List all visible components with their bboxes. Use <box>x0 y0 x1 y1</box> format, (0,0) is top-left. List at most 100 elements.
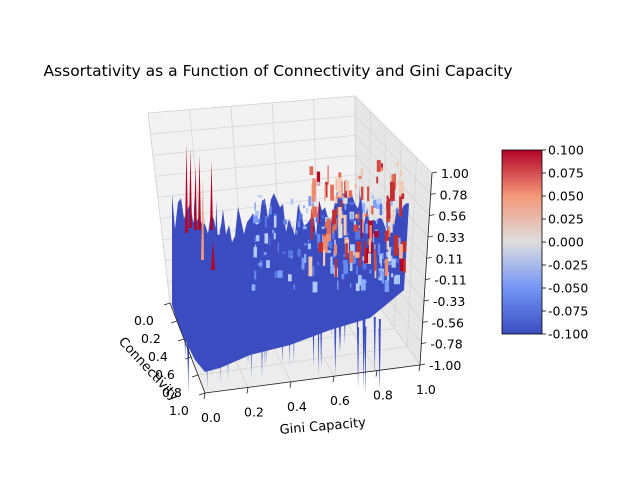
surface-patch <box>255 235 260 242</box>
surface-patch <box>386 198 391 219</box>
pane-grid-line <box>155 154 356 177</box>
pane-grid-line <box>147 95 356 114</box>
surface-patch <box>349 250 354 263</box>
surface-spike-high <box>198 155 201 230</box>
surface-patch <box>365 223 370 234</box>
surface-spike <box>235 300 238 334</box>
surface-patch <box>372 234 375 243</box>
surface-patch <box>273 232 276 240</box>
surface-patch <box>362 213 364 233</box>
surface-spike <box>178 229 182 273</box>
surface-patch <box>354 184 357 189</box>
surface-spike <box>312 315 315 367</box>
x-tick-mark <box>177 338 185 342</box>
surface-patch <box>386 251 390 258</box>
surface-patch <box>303 226 307 230</box>
surface-patch <box>401 193 405 199</box>
surface-patch <box>384 258 389 277</box>
surface-patch <box>310 266 315 277</box>
surface-patch <box>374 244 376 250</box>
surface-patch <box>323 236 328 253</box>
surface-patch <box>399 257 404 271</box>
surface-patch <box>253 215 258 224</box>
colorbar-tick-label: -0.075 <box>548 304 588 319</box>
surface-spike <box>217 313 220 343</box>
colorbar-tick-label: -0.050 <box>548 281 588 296</box>
surface-patch <box>330 264 335 274</box>
surface-patch <box>379 203 383 216</box>
surface-patch <box>343 214 347 236</box>
surface-patch <box>386 217 388 228</box>
colorbar-tick-label: 0.075 <box>548 166 584 181</box>
surface-patch <box>392 209 395 224</box>
surface-patch <box>399 244 403 259</box>
surface-spike <box>289 218 292 260</box>
surface-patch <box>358 275 362 286</box>
axis-lines <box>169 172 433 394</box>
surface-plot <box>172 143 409 396</box>
surface-spike-high <box>194 165 197 230</box>
surface-patch <box>321 226 325 229</box>
surface-patch <box>343 263 348 275</box>
surface-patch <box>255 244 257 257</box>
surface-spike <box>378 318 381 387</box>
surface-spike <box>203 215 207 278</box>
surface-patch <box>297 249 301 257</box>
surface-patch <box>390 246 393 251</box>
surface-patch <box>377 198 382 205</box>
surface-patch <box>362 260 367 270</box>
surface-patch <box>272 229 275 234</box>
surface-spike <box>339 238 342 279</box>
y-tick-label: 0.8 <box>373 388 393 403</box>
y-tick-label: 1.0 <box>416 382 436 397</box>
surface-patch <box>318 242 323 253</box>
surface-patch <box>356 241 362 253</box>
surface-spike <box>317 307 320 376</box>
surface-patch <box>353 224 359 232</box>
pane-grid-line <box>160 193 356 219</box>
surface-spike <box>203 314 206 335</box>
surface-patch <box>376 160 381 172</box>
surface-patch <box>387 260 392 264</box>
surface-patch <box>359 248 361 267</box>
surface-patch <box>358 175 362 179</box>
surface-patch <box>316 171 321 186</box>
surface-patch <box>317 244 319 249</box>
surface-patch <box>344 198 347 210</box>
surface-patch <box>393 276 397 285</box>
z-tick-label: 0.78 <box>440 187 468 202</box>
surface-patch <box>387 226 391 237</box>
surface-spike <box>250 318 253 380</box>
surface-spike <box>187 326 190 394</box>
surface-patch <box>378 270 381 278</box>
surface-patch <box>325 181 328 198</box>
surface-spike <box>356 311 359 345</box>
surface-spike <box>238 307 241 364</box>
surface-patch <box>326 218 332 234</box>
y-tick-label: 0.6 <box>330 393 350 408</box>
surface-patch <box>274 271 279 278</box>
surface-patch <box>308 196 312 207</box>
surface-patch <box>341 273 345 280</box>
surface-patch <box>342 260 348 264</box>
surface-patch <box>307 243 311 250</box>
surface-spike <box>205 244 208 256</box>
surface-patch <box>277 242 279 253</box>
z-tick-mark <box>419 363 426 366</box>
surface-patch <box>355 229 360 240</box>
pane-grid-line <box>406 157 417 347</box>
surface-patch <box>257 195 263 198</box>
surface-patch <box>251 284 256 291</box>
surface-patch <box>254 237 257 243</box>
colorbar-gradient <box>501 149 543 335</box>
surface-patch <box>310 219 313 240</box>
surface-spike <box>330 300 333 338</box>
y-axis-ticks: 0.0 0.2 0.4 0.6 0.8 1.0 <box>201 364 436 425</box>
surface-patch <box>357 211 359 222</box>
surface-patch <box>349 202 354 205</box>
surface-patch <box>263 252 267 256</box>
surface-patch <box>351 251 357 264</box>
surface-patch <box>311 202 315 208</box>
surface-patch <box>387 214 393 233</box>
surface-patch <box>308 239 310 243</box>
